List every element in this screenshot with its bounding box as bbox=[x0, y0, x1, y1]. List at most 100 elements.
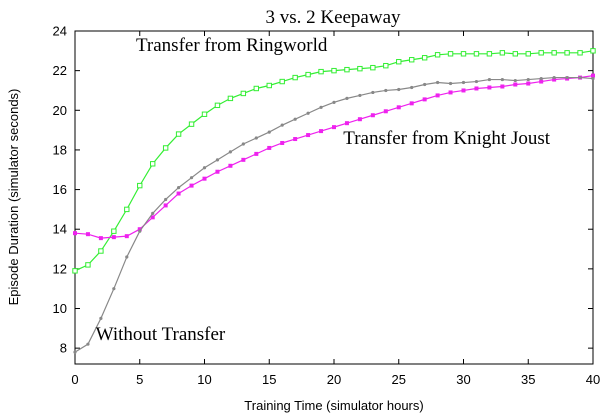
data-point bbox=[125, 255, 129, 259]
data-point bbox=[460, 51, 467, 57]
data-point bbox=[98, 248, 104, 254]
y-tick-label: 18 bbox=[53, 142, 67, 157]
data-point bbox=[345, 96, 349, 100]
data-point bbox=[254, 136, 258, 140]
data-point bbox=[461, 88, 466, 93]
data-point bbox=[370, 113, 375, 118]
data-point bbox=[111, 235, 116, 240]
data-point bbox=[474, 86, 479, 91]
data-point bbox=[215, 158, 220, 162]
data-point bbox=[151, 211, 155, 215]
data-point bbox=[305, 71, 311, 78]
y-tick-label: 22 bbox=[53, 63, 67, 78]
data-point bbox=[292, 74, 298, 81]
data-point bbox=[434, 52, 441, 58]
data-point bbox=[409, 57, 415, 63]
annotation-layer: Transfer from Ringworld Transfer from Kni… bbox=[96, 35, 551, 345]
data-point bbox=[526, 81, 531, 86]
data-point bbox=[397, 87, 401, 92]
data-point bbox=[344, 121, 349, 126]
data-point bbox=[163, 203, 168, 208]
series-layer bbox=[72, 48, 596, 354]
data-point bbox=[487, 85, 492, 90]
x-tick-label: 0 bbox=[71, 372, 78, 387]
series-2 bbox=[73, 73, 595, 241]
series-annotation: Transfer from Knight Joust bbox=[343, 128, 550, 149]
data-point bbox=[228, 150, 232, 154]
data-point bbox=[513, 82, 518, 87]
data-point bbox=[124, 234, 129, 239]
data-point bbox=[85, 232, 90, 237]
data-point bbox=[293, 117, 297, 121]
data-point bbox=[150, 161, 156, 167]
y-tick-label: 10 bbox=[53, 301, 67, 316]
y-tick-label: 16 bbox=[53, 182, 67, 197]
data-point bbox=[279, 78, 285, 85]
x-tick-label: 5 bbox=[136, 372, 143, 387]
data-point bbox=[565, 75, 569, 80]
data-point bbox=[332, 125, 336, 130]
x-axis-label: Training Time (simulator hours) bbox=[244, 398, 423, 413]
data-point bbox=[202, 176, 207, 181]
x-tick-label: 20 bbox=[327, 372, 341, 387]
data-point bbox=[162, 145, 169, 151]
data-point bbox=[370, 64, 376, 71]
data-point bbox=[551, 50, 557, 56]
data-point bbox=[177, 185, 181, 190]
data-point bbox=[227, 95, 234, 102]
data-point bbox=[137, 182, 143, 189]
data-point bbox=[215, 169, 220, 174]
data-point bbox=[267, 145, 272, 150]
data-point bbox=[539, 79, 544, 84]
data-point bbox=[383, 62, 389, 69]
data-point bbox=[240, 90, 247, 97]
data-point bbox=[112, 287, 116, 291]
data-point bbox=[486, 51, 493, 57]
x-tick-label: 30 bbox=[456, 372, 470, 387]
data-point bbox=[371, 90, 375, 95]
data-point bbox=[487, 77, 491, 82]
x-tick-label: 25 bbox=[392, 372, 406, 387]
data-point bbox=[357, 117, 362, 122]
data-point bbox=[228, 163, 233, 168]
data-point bbox=[253, 85, 260, 92]
data-point bbox=[124, 206, 130, 213]
data-point bbox=[306, 111, 310, 115]
y-tick-label: 12 bbox=[53, 261, 67, 276]
data-point bbox=[552, 75, 556, 80]
data-point bbox=[188, 121, 195, 127]
data-point bbox=[383, 109, 388, 114]
data-point bbox=[344, 66, 350, 73]
data-point bbox=[164, 197, 168, 202]
series-annotation: Transfer from Ringworld bbox=[136, 35, 328, 56]
data-point bbox=[396, 105, 401, 110]
data-point bbox=[72, 268, 78, 274]
data-point bbox=[512, 51, 518, 57]
data-point bbox=[267, 130, 271, 134]
data-point bbox=[241, 142, 245, 146]
data-point bbox=[552, 77, 557, 82]
data-point bbox=[293, 137, 298, 142]
y-axis-label: Episode Duration (simulator seconds) bbox=[6, 89, 21, 306]
data-point bbox=[577, 50, 583, 56]
data-point bbox=[138, 229, 142, 233]
data-point bbox=[319, 129, 324, 134]
data-point bbox=[422, 97, 427, 102]
data-point bbox=[447, 51, 454, 57]
data-point bbox=[525, 51, 531, 57]
data-point bbox=[526, 77, 530, 82]
data-point bbox=[564, 50, 570, 56]
series-annotation: Without Transfer bbox=[96, 324, 226, 345]
data-point bbox=[254, 151, 259, 156]
data-point bbox=[332, 100, 336, 104]
data-point bbox=[98, 236, 103, 241]
x-tick-label: 35 bbox=[521, 372, 535, 387]
data-point bbox=[448, 90, 453, 95]
chart-title: 3 vs. 2 Keepaway bbox=[265, 7, 401, 28]
data-point bbox=[137, 227, 142, 232]
y-tick-label: 14 bbox=[53, 222, 67, 237]
data-point bbox=[539, 76, 543, 81]
data-point bbox=[331, 67, 337, 74]
data-point bbox=[280, 140, 285, 145]
